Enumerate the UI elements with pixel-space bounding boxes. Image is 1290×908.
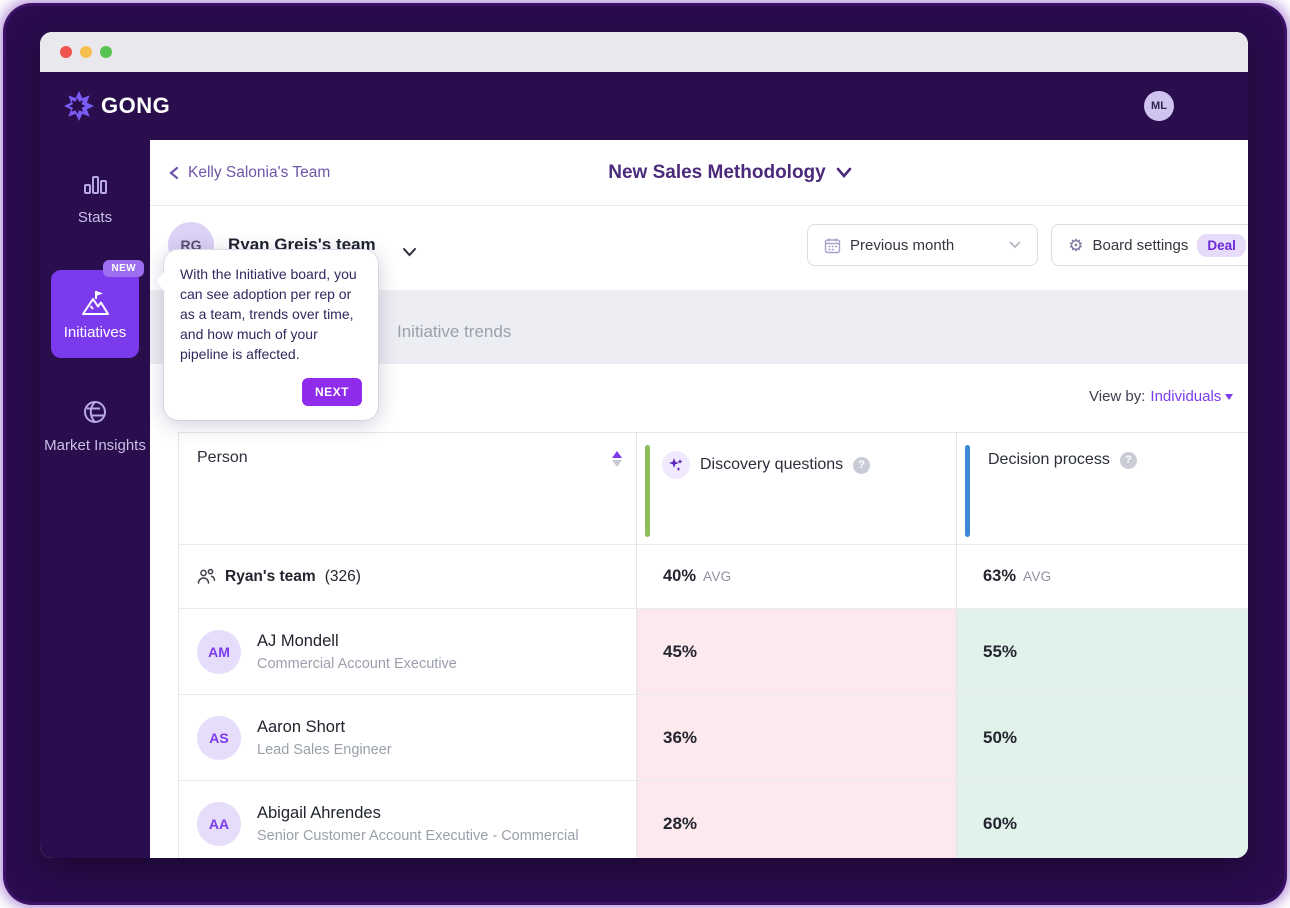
breadcrumb-back[interactable]: Kelly Salonia's Team [168, 164, 330, 182]
row-avatar: AM [197, 629, 241, 674]
deal-badge: Deal [1197, 233, 1246, 257]
discovery-value: 28% [663, 813, 698, 833]
chevron-down-icon [1009, 241, 1021, 249]
team-summary-name: Ryan's team [225, 567, 316, 585]
discovery-avg-cell: 40% AVG [637, 545, 957, 608]
decision-column-header: Decision process ? [957, 433, 1248, 544]
minimize-window-button[interactable] [80, 46, 92, 58]
row-title: Senior Customer Account Executive - Comm… [257, 827, 579, 844]
breadcrumb-label: Kelly Salonia's Team [188, 163, 331, 181]
sort-control[interactable] [612, 449, 622, 544]
sparkles-icon [662, 451, 690, 479]
sidebar-item-stats[interactable]: Stats [78, 170, 112, 228]
team-summary-row[interactable]: Ryan's team (326) 40% AVG 63% AVG [179, 545, 1248, 609]
table-header-row: Person [179, 433, 1248, 545]
date-filter-value: Previous month [850, 236, 955, 254]
initiative-table: Person [178, 432, 1248, 858]
maximize-window-button[interactable] [100, 46, 112, 58]
discovery-column-label: Discovery questions [700, 456, 844, 473]
team-name: Ryan Greis's team [228, 235, 376, 254]
sidebar: Stats NEW Initiatives [40, 140, 150, 858]
person-cell: AS Aaron Short Lead Sales Engineer [179, 695, 637, 780]
gear-icon: ⚙ [1068, 235, 1084, 255]
metric-cell-decision: 60% [957, 781, 1248, 858]
decision-column-label: Decision process [988, 451, 1110, 468]
team-header-row: RG Ryan Greis's team Previous month [150, 206, 1248, 290]
team-summary-count: (326) [324, 567, 361, 585]
app-header: GONG ML [40, 72, 1248, 140]
chevron-down-icon [402, 248, 416, 257]
metric-cell-decision: 50% [957, 695, 1248, 780]
page-header: Kelly Salonia's Team New Sales Methodolo… [150, 140, 1248, 206]
person-cell: AM AJ Mondell Commercial Account Executi… [179, 609, 637, 694]
onboarding-tooltip: With the Initiative board, you can see a… [153, 250, 378, 421]
row-name: Aaron Short [257, 717, 346, 736]
metric-cell-discovery: 36% [637, 695, 957, 780]
discovery-accent-bar [645, 445, 650, 537]
sidebar-item-label: Initiatives [63, 323, 127, 341]
chevron-down-icon [836, 167, 852, 178]
decision-accent-bar [965, 445, 970, 537]
decision-value: 55% [983, 641, 1018, 661]
close-window-button[interactable] [60, 46, 72, 58]
sidebar-item-label: Stats [77, 209, 113, 226]
sort-asc-icon [612, 451, 622, 458]
main-content: Kelly Salonia's Team New Sales Methodolo… [150, 140, 1248, 858]
sort-desc-icon [612, 460, 622, 467]
sidebar-item-initiatives[interactable]: NEW Initiatives [51, 260, 144, 359]
discovery-column-header: Discovery questions ? [637, 433, 957, 544]
gong-logo[interactable]: GONG [64, 91, 170, 121]
table-row[interactable]: AS Aaron Short Lead Sales Engineer 36% 5… [179, 695, 1248, 781]
view-by-dropdown[interactable]: Individuals [1150, 388, 1234, 405]
next-button[interactable]: NEXT [301, 378, 362, 407]
discovery-value: 36% [663, 727, 698, 747]
row-name: AJ Mondell [257, 631, 339, 650]
help-icon[interactable]: ? [1119, 451, 1137, 469]
row-avatar: AS [197, 715, 241, 760]
people-icon [197, 568, 216, 584]
decision-value: 60% [983, 813, 1018, 833]
row-avatar: AA [197, 801, 241, 846]
board-title-label: New Sales Methodology [608, 161, 826, 183]
tooltip-text: With the Initiative board, you can see a… [180, 266, 357, 362]
globe-icon [84, 401, 106, 424]
decision-value: 50% [983, 727, 1018, 747]
row-name: Abigail Ahrendes [257, 803, 381, 822]
gong-burst-icon [64, 91, 94, 121]
sidebar-item-market-insights[interactable]: Market Insights [44, 396, 146, 456]
board-settings-label: Board settings [1092, 236, 1189, 254]
decision-avg-cell: 63% AVG [983, 567, 1052, 585]
row-title: Lead Sales Engineer [257, 741, 392, 758]
chevron-down-icon [1225, 393, 1234, 400]
app-window: GONG ML Stats NEW [40, 32, 1248, 858]
metric-cell-discovery: 28% [637, 781, 957, 858]
chevron-left-icon [169, 166, 179, 179]
person-column-label: Person [197, 449, 248, 466]
row-title: Commercial Account Executive [257, 655, 457, 672]
board-settings-button[interactable]: ⚙ Board settings Deal [1051, 224, 1248, 266]
table-body: AM AJ Mondell Commercial Account Executi… [179, 609, 1248, 858]
person-column-header[interactable]: Person [179, 433, 637, 544]
help-icon[interactable]: ? [853, 456, 871, 474]
metric-cell-decision: 55% [957, 609, 1248, 694]
date-filter-dropdown[interactable]: Previous month [807, 224, 1039, 266]
mountain-flag-icon [82, 290, 109, 315]
board-title-dropdown[interactable]: New Sales Methodology [150, 140, 1248, 205]
window-titlebar [40, 32, 1248, 72]
bar-chart-icon [84, 176, 107, 194]
tab-initiative-trends[interactable]: Initiative trends [397, 322, 512, 341]
table-row[interactable]: AA Abigail Ahrendes Senior Customer Acco… [179, 781, 1248, 858]
user-avatar[interactable]: ML [1144, 91, 1174, 121]
calendar-icon [824, 238, 841, 253]
new-badge: NEW [103, 260, 144, 278]
table-row[interactable]: AM AJ Mondell Commercial Account Executi… [179, 609, 1248, 695]
metric-cell-discovery: 45% [637, 609, 957, 694]
brand-name: GONG [101, 93, 171, 118]
person-cell: AA Abigail Ahrendes Senior Customer Acco… [179, 781, 637, 858]
discovery-value: 45% [663, 641, 698, 661]
sidebar-item-label: Market Insights [44, 437, 146, 455]
view-by-label: View by: [1089, 388, 1146, 405]
